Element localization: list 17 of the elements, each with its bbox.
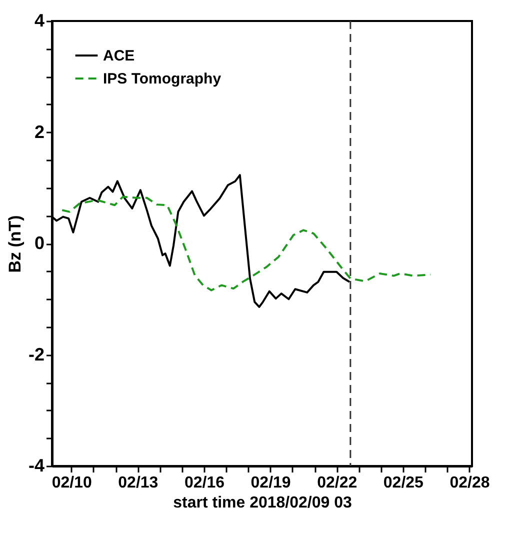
y-tick-label: -4 <box>28 456 44 476</box>
y-tick-label: 2 <box>34 122 44 142</box>
x-axis-title: start time 2018/02/09 03 <box>173 494 352 512</box>
x-tick-label: 02/16 <box>184 474 225 492</box>
x-tick-label: 02/10 <box>52 474 92 492</box>
legend-label: ACE <box>103 48 135 64</box>
line-series <box>61 196 432 292</box>
y-axis-title: Bz (nT) <box>5 215 24 273</box>
x-tick-label: 02/19 <box>250 474 291 492</box>
x-tick-label: 02/25 <box>383 474 424 492</box>
x-tick-label: 02/13 <box>118 474 158 492</box>
legend-label: IPS Tomography <box>103 70 222 88</box>
y-tick-label: -2 <box>28 344 44 364</box>
y-tick-label: 4 <box>34 10 44 30</box>
x-tick-label: 02/22 <box>317 474 358 492</box>
y-tick-label: 0 <box>34 233 44 253</box>
x-tick-label: 02/28 <box>450 474 490 492</box>
